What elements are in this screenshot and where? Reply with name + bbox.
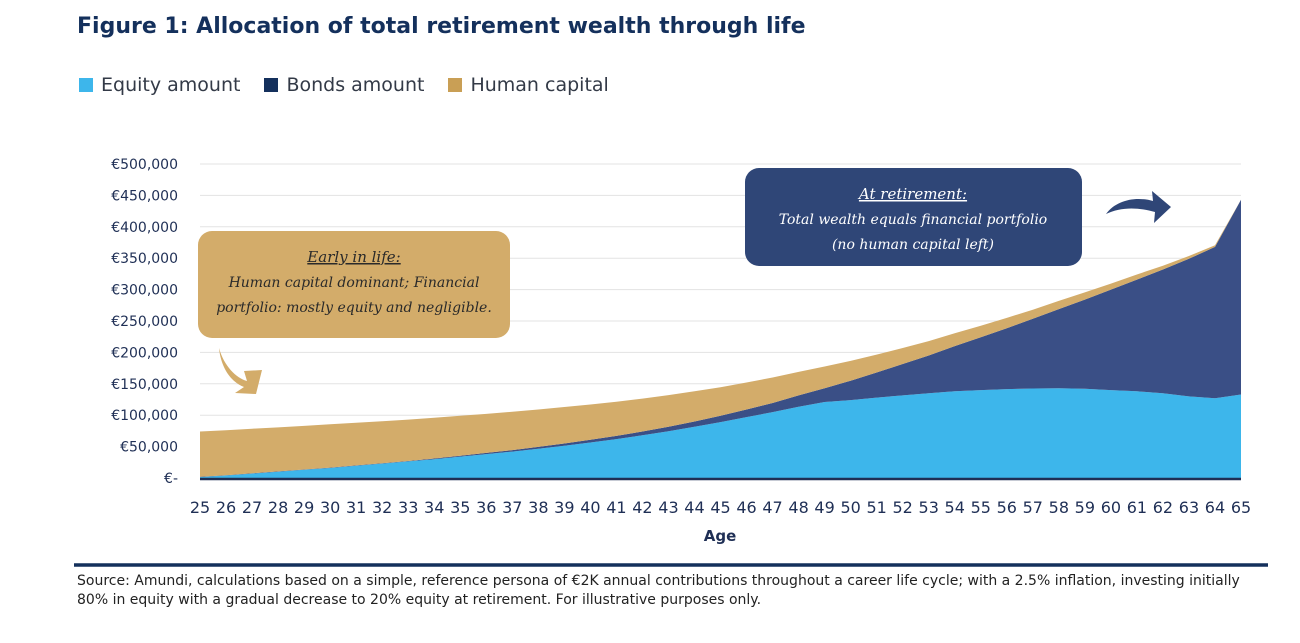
x-axis-label: Age: [704, 527, 737, 545]
y-tick-label: €400,000: [111, 220, 178, 236]
x-tick-label: 50: [840, 498, 860, 517]
x-tick-label: 26: [216, 498, 236, 517]
y-tick-label: €500,000: [111, 157, 178, 173]
y-tick-label: €-: [164, 471, 178, 487]
annotation-early-line-2: portfolio: mostly equity and negligible.: [216, 300, 492, 316]
x-tick-label: 57: [1023, 498, 1043, 517]
y-tick-label: €50,000: [120, 440, 178, 456]
x-tick-label: 37: [502, 498, 522, 517]
x-tick-label: 39: [554, 498, 574, 517]
legend-swatch-bonds: [264, 78, 279, 92]
x-tick-label: 56: [997, 498, 1017, 517]
x-tick-label: 58: [1049, 498, 1069, 517]
x-tick-label: 46: [736, 498, 756, 517]
annotation-retirement-box: [745, 168, 1082, 266]
x-tick-label: 33: [398, 498, 418, 517]
x-tick-label: 64: [1205, 498, 1225, 517]
y-tick-label: €200,000: [111, 345, 178, 361]
area-layer: [200, 199, 1241, 478]
legend-item-equity: Equity amount: [79, 74, 240, 96]
x-tick-label: 48: [788, 498, 808, 517]
arrow-right-icon: [1106, 191, 1171, 223]
legend-label-equity: Equity amount: [101, 74, 241, 96]
y-tick-label: €300,000: [111, 283, 178, 299]
x-tick-label: 35: [450, 498, 470, 517]
x-tick-label: 53: [919, 498, 939, 517]
y-tick-label: €250,000: [111, 314, 178, 330]
axis-layer: €- €50,000 €100,000 €150,000 €200,000 €250,00…: [74, 157, 1268, 567]
y-tick-label: €450,000: [111, 188, 178, 204]
area-equity-amount: [200, 388, 1241, 478]
x-tick-label: 47: [762, 498, 782, 517]
annotation-retirement-line-1: Total wealth equals financial portfolio: [779, 212, 1048, 228]
x-tick-label: 28: [268, 498, 288, 517]
x-tick-label: 63: [1179, 498, 1199, 517]
x-tick-label: 34: [424, 498, 444, 517]
x-tick-label: 61: [1127, 498, 1147, 517]
area-human-capital: [200, 199, 1241, 477]
annotation-early-heading: Early in life:: [306, 248, 400, 266]
legend-swatch-equity: [79, 78, 93, 92]
x-tick-label: 54: [945, 498, 965, 517]
x-tick-label: 38: [528, 498, 548, 517]
y-tick-label: €100,000: [111, 408, 178, 424]
x-tick-label: 55: [971, 498, 991, 517]
annotation-early-box: [198, 231, 510, 338]
legend-label-bonds: Bonds amount: [286, 74, 425, 96]
x-tick-label: 52: [892, 498, 912, 517]
x-tick-label: 25: [190, 498, 210, 517]
x-tick-label: 42: [632, 498, 652, 517]
x-tick-label: 60: [1101, 498, 1121, 517]
x-tick-label: 45: [710, 498, 730, 517]
annotation-early-line-1: Human capital dominant; Financial: [228, 275, 480, 291]
x-tick-label: 32: [372, 498, 392, 517]
x-tick-label: 44: [684, 498, 704, 517]
area-bonds-amount: [200, 199, 1241, 478]
x-tick-label: 30: [320, 498, 340, 517]
legend-swatch-human-capital: [448, 78, 463, 92]
annotation-retirement-line-2: (no human capital left): [832, 237, 994, 253]
x-tick-label: 43: [658, 498, 678, 517]
x-tick-label: 59: [1075, 498, 1095, 517]
legend: Equity amount Bonds amount Human capital: [79, 73, 633, 97]
x-tick-label: 51: [866, 498, 886, 517]
annotation-retirement-heading: At retirement:: [857, 185, 967, 203]
x-tick-label: 62: [1153, 498, 1173, 517]
x-tick-label: 65: [1231, 498, 1251, 517]
y-tick-label: €150,000: [111, 377, 178, 393]
x-tick-label: 36: [476, 498, 496, 517]
legend-item-bonds: Bonds amount: [264, 74, 424, 96]
x-tick-label: 29: [294, 498, 314, 517]
y-tick-label: €350,000: [111, 251, 178, 267]
legend-label-human-capital: Human capital: [470, 74, 609, 96]
x-tick-label: 31: [346, 498, 366, 517]
source-note: Source: Amundi, calculations based on a …: [77, 573, 1240, 608]
x-tick-label: 40: [580, 498, 600, 517]
legend-item-human-capital: Human capital: [448, 74, 609, 96]
arrow-down-icon: [219, 348, 262, 394]
chart-title: Figure 1: Allocation of total retirement…: [77, 14, 806, 39]
x-tick-label: 49: [814, 498, 834, 517]
x-tick-label: 41: [606, 498, 626, 517]
x-tick-label: 27: [242, 498, 262, 517]
